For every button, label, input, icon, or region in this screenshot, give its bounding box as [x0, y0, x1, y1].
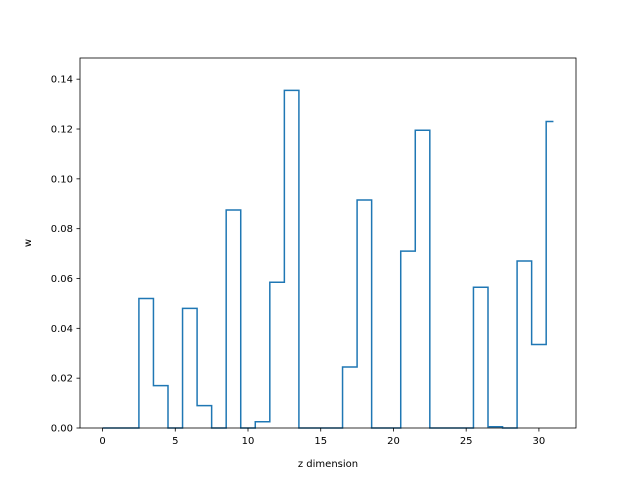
y-axis: 0.00 0.02 0.04 0.06 0.08 0.10 0.12 0.14: [51, 75, 80, 435]
axes-frame: [79, 57, 577, 429]
x-axis: 0 5 10 15 20 25 30: [99, 428, 545, 447]
y-tick-label: 0.06: [51, 274, 73, 285]
x-tick-label: 5: [172, 436, 178, 447]
y-tick-label: 0.00: [51, 424, 73, 435]
x-axis-label: z dimension: [298, 459, 358, 470]
y-tick-label: 0.08: [51, 224, 73, 235]
y-tick-label: 0.10: [51, 174, 73, 185]
y-tick-label: 0.02: [51, 374, 73, 385]
x-tick-label: 10: [242, 436, 255, 447]
plot-area: [80, 58, 576, 428]
x-tick-label: 25: [460, 436, 473, 447]
y-tick-label: 0.14: [51, 75, 73, 86]
axes-spines: [79, 57, 577, 429]
x-tick-label: 30: [533, 436, 546, 447]
x-tick-label: 20: [387, 436, 400, 447]
y-axis-label: w: [23, 239, 34, 247]
y-tick-label: 0.12: [51, 125, 73, 136]
y-tick-label: 0.04: [51, 324, 73, 335]
x-tick-label: 15: [314, 436, 327, 447]
x-tick-label: 0: [99, 436, 105, 447]
